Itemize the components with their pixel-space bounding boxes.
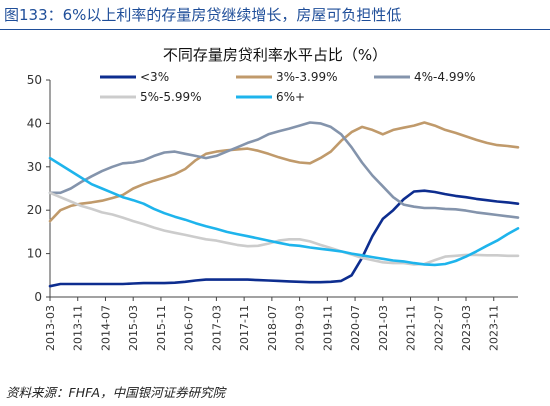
header-divider xyxy=(0,29,550,30)
x-tick-label: 2014-07 xyxy=(99,305,112,351)
series-line xyxy=(48,191,520,266)
source-note: 资料来源：FHFA，中国银河证券研究院 xyxy=(6,385,226,400)
series-line xyxy=(48,121,520,223)
x-tick-label: 2013-03 xyxy=(44,305,57,351)
line-chart: <3% 3%-3.99% 4%-4.99% 5%-5.99% 6%+ 0 10 20 30 40… xyxy=(27,70,520,351)
figure-title: 图133：6%以上利率的存量房贷继续增长，房屋可负担性低 xyxy=(4,6,402,24)
x-tick-label: 2015-11 xyxy=(155,305,168,351)
x-tick-label: 2017-03 xyxy=(210,305,223,351)
legend-label: <3% xyxy=(140,70,169,84)
legend-label: 5%-5.99% xyxy=(140,90,202,104)
chart-series xyxy=(48,121,520,288)
x-tick-label: 2018-07 xyxy=(266,305,279,351)
chart-title: 不同存量房贷利率水平占比（%） xyxy=(162,46,388,64)
x-tick-label: 2013-11 xyxy=(72,305,85,351)
x-tick-label: 2021-03 xyxy=(377,305,390,351)
series-line xyxy=(48,156,520,267)
y-tick-label: 40 xyxy=(27,116,42,130)
chart-legend: <3% 3%-3.99% 4%-4.99% 5%-5.99% 6%+ xyxy=(100,70,476,104)
y-tick-label: 30 xyxy=(27,160,42,174)
series-line xyxy=(48,121,520,219)
series-line xyxy=(48,189,520,288)
y-tick-label: 20 xyxy=(27,203,42,217)
x-tick-label: 2015-03 xyxy=(127,305,140,351)
x-tick-label: 2019-11 xyxy=(321,305,334,351)
x-tick-label: 2019-03 xyxy=(294,305,307,351)
legend-label: 4%-4.99% xyxy=(414,70,476,84)
y-tick-label: 10 xyxy=(27,247,42,261)
x-tick-label: 2023-11 xyxy=(488,305,501,351)
x-tick-label: 2020-07 xyxy=(349,305,362,351)
y-tick-label: 0 xyxy=(34,290,42,304)
figure-header: 图133：6%以上利率的存量房贷继续增长，房屋可负担性低 xyxy=(0,0,550,30)
legend-label: 3%-3.99% xyxy=(276,70,338,84)
x-tick-label: 2021-11 xyxy=(405,305,418,351)
x-tick-label: 2017-11 xyxy=(238,305,251,351)
legend-label: 6%+ xyxy=(276,90,305,104)
x-tick-label: 2023-03 xyxy=(460,305,473,351)
chart-axes: 0 10 20 30 40 50 2013-03 2013-11 2014-07 2015-03 2… xyxy=(27,73,518,351)
x-tick-label: 2022-07 xyxy=(432,305,445,351)
y-tick-label: 50 xyxy=(27,73,42,87)
x-tick-label: 2016-07 xyxy=(183,305,196,351)
